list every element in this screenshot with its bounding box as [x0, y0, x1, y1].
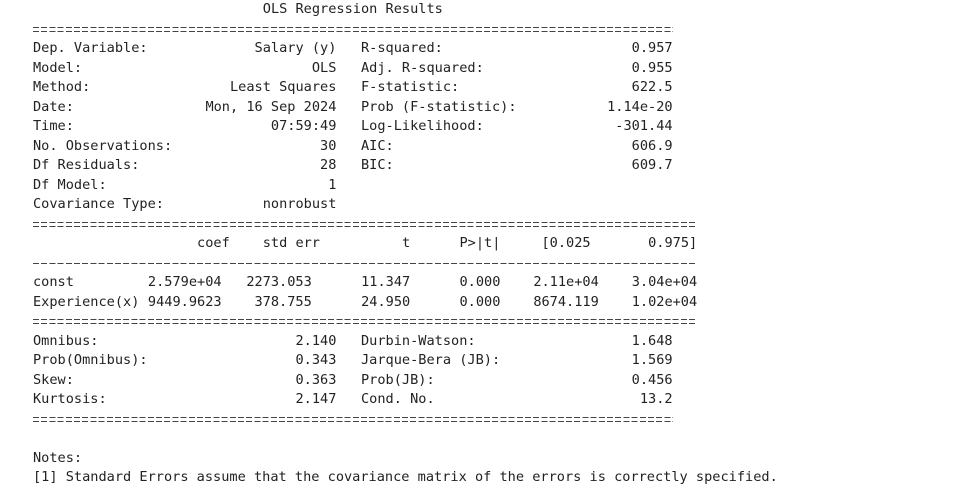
stat-value: 1.648: [631, 332, 673, 349]
cell: 2.11e+04: [533, 274, 599, 290]
field-label: Omnibus:: [33, 332, 99, 349]
field-label: Prob(Omnibus):: [33, 352, 148, 368]
double-rule: [33, 416, 673, 418]
field-value: nonrobust: [262, 196, 337, 212]
single-rule: [33, 262, 698, 264]
cell: 24.950: [361, 293, 411, 310]
column-header: 0.975]: [648, 235, 698, 251]
double-rule: [33, 323, 698, 324]
stat-value: 13.2: [639, 391, 673, 407]
cell: 3.04e+04: [631, 274, 698, 290]
stat-value: 1.14e-20: [607, 98, 673, 115]
field-label: Date:: [33, 98, 74, 115]
cell: 0.000: [459, 274, 501, 290]
stat-value: 0.957: [631, 40, 673, 56]
field-value: Mon, 16 Sep 2024: [205, 98, 337, 115]
column-header: coef: [197, 235, 230, 251]
double-rule: [33, 420, 673, 422]
cell: 0.000: [459, 293, 501, 310]
cell: 2273.053: [246, 274, 312, 290]
row-name: const: [33, 274, 74, 290]
stat-label: BIC:: [361, 157, 394, 173]
note: [1] Standard Errors assume that the cova…: [33, 469, 778, 485]
column-header: [0.025: [541, 235, 591, 251]
field-label: Covariance Type:: [33, 196, 164, 212]
stat-label: Adj. R-squared:: [361, 59, 484, 76]
field-value: 0.343: [295, 352, 337, 368]
stat-value: 609.7: [631, 157, 673, 173]
stat-label: AIC:: [361, 137, 394, 154]
field-label: Df Residuals:: [33, 157, 140, 173]
cell: 1.02e+04: [631, 293, 698, 310]
field-value: 28: [320, 157, 337, 173]
double-rule: [33, 30, 673, 32]
column-header: t: [402, 235, 411, 251]
double-rule: [33, 221, 698, 223]
stat-label: Prob (F-statistic):: [361, 98, 517, 115]
stat-value: 622.5: [631, 79, 673, 95]
stat-value: 1.569: [631, 352, 673, 368]
field-label: Skew:: [33, 371, 74, 388]
stat-value: -301.44: [615, 118, 673, 134]
stat-value: 0.456: [631, 371, 673, 388]
cell: 11.347: [361, 274, 411, 290]
field-label: Df Model:: [33, 176, 107, 193]
double-rule: [33, 225, 698, 227]
field-label: Method:: [33, 79, 91, 95]
stat-label: Log-Likelihood:: [361, 118, 484, 134]
field-value: 0.363: [295, 371, 337, 388]
stat-label: R-squared:: [361, 40, 443, 56]
stat-label: Cond. No.: [361, 391, 435, 407]
cell: 9449.9623: [147, 293, 222, 310]
column-header: std err: [262, 235, 320, 251]
field-value: OLS: [311, 59, 337, 76]
column-header: P>|t|: [459, 235, 501, 251]
double-rule: [33, 26, 673, 28]
stat-label: F-statistic:: [361, 79, 460, 95]
cell: 378.755: [254, 293, 312, 310]
field-value: Salary (y): [254, 40, 337, 56]
stat-label: Durbin-Watson:: [361, 332, 476, 349]
double-rule: [33, 319, 698, 320]
row-name: Experience(x): [33, 293, 140, 310]
field-label: Model:: [33, 59, 83, 76]
field-label: No. Observations:: [33, 137, 173, 154]
title: OLS Regression Results: [262, 1, 443, 17]
field-value: 2.140: [295, 332, 337, 349]
stat-value: 0.955: [631, 59, 673, 76]
stat-label: Jarque-Bera (JB):: [361, 352, 501, 368]
field-label: Time:: [33, 118, 74, 134]
field-label: Kurtosis:: [33, 391, 107, 407]
field-value: 1: [328, 176, 337, 193]
field-value: 2.147: [295, 391, 337, 407]
field-value: 30: [320, 137, 337, 154]
field-label: Dep. Variable:: [33, 40, 148, 56]
stat-value: 606.9: [631, 137, 673, 154]
stat-label: Prob(JB):: [361, 371, 435, 388]
field-value: Least Squares: [229, 79, 337, 95]
notes-title: Notes:: [33, 449, 83, 466]
field-value: 07:59:49: [270, 118, 337, 134]
cell: 2.579e+04: [147, 274, 222, 290]
cell: 8674.119: [533, 293, 599, 310]
